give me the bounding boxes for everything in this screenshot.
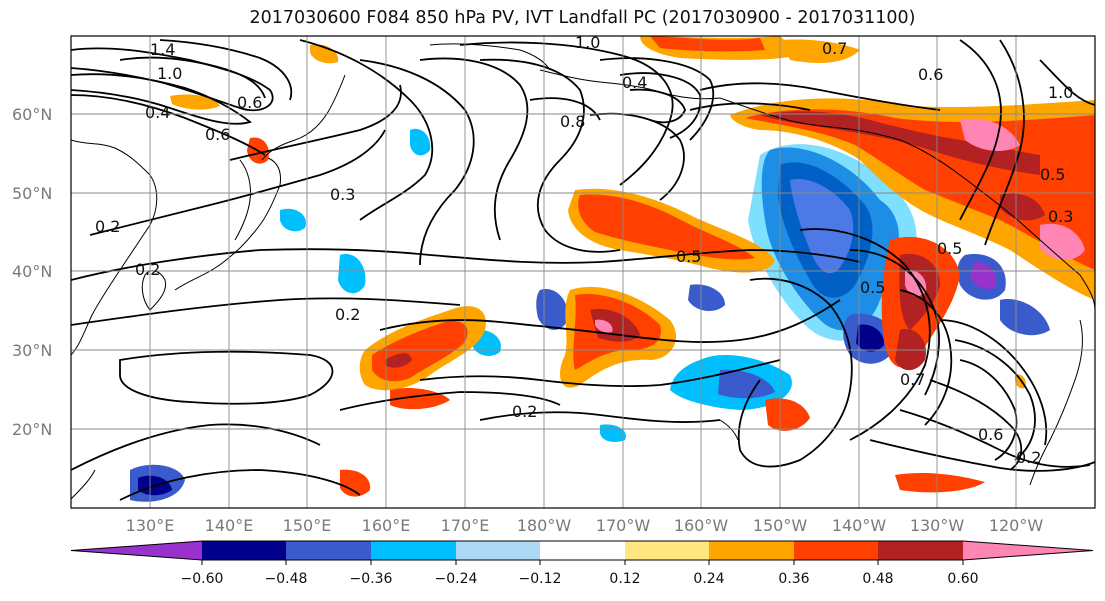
contour-label: 0.8 bbox=[560, 112, 585, 131]
colorbar-label: −0.60 bbox=[181, 571, 224, 587]
contour-label: 0.2 bbox=[135, 260, 160, 279]
colorbar-segments bbox=[70, 540, 1094, 561]
gridlines bbox=[71, 36, 1095, 508]
colorbar-ticks bbox=[201, 560, 964, 565]
colorbar-labels: −0.60 −0.48 −0.36 −0.24 −0.12 0.12 0.24 … bbox=[181, 571, 979, 587]
contour-label: 0.2 bbox=[95, 217, 120, 236]
lat-label: 60°N bbox=[12, 105, 52, 124]
lat-label: 20°N bbox=[12, 420, 52, 439]
colorbar-label: 0.36 bbox=[778, 571, 809, 587]
lon-label: 160°E bbox=[362, 516, 411, 535]
contour-label: 0.6 bbox=[237, 93, 262, 112]
colorbar-segment bbox=[456, 541, 540, 560]
lat-label: 40°N bbox=[12, 262, 52, 281]
colorbar-label: 0.24 bbox=[693, 571, 724, 587]
contour-label: 0.6 bbox=[918, 65, 943, 84]
lon-label: 160°W bbox=[674, 516, 729, 535]
lon-label: 170°W bbox=[596, 516, 651, 535]
colorbar-label: −0.24 bbox=[435, 571, 478, 587]
contour-label: 0.2 bbox=[1016, 448, 1041, 467]
lon-label: 140°W bbox=[832, 516, 887, 535]
contour-label: 0.6 bbox=[205, 125, 230, 144]
contour-labels: 1.4 1.0 1.0 0.6 0.4 0.6 0.3 0.2 0.2 0.2 … bbox=[95, 33, 1073, 467]
lon-label: 120°W bbox=[989, 516, 1044, 535]
lon-label: 130°W bbox=[910, 516, 965, 535]
map-content: 1.4 1.0 1.0 0.6 0.4 0.6 0.3 0.2 0.2 0.2 … bbox=[71, 33, 1095, 508]
colorbar-segment bbox=[878, 541, 963, 560]
contour-label: 0.7 bbox=[822, 39, 847, 58]
colorbar-label: −0.12 bbox=[519, 571, 562, 587]
contour-label: 0.5 bbox=[937, 239, 962, 258]
contour-label: 0.4 bbox=[622, 73, 647, 92]
contour-label: 0.3 bbox=[330, 185, 355, 204]
contour-label: 0.5 bbox=[860, 278, 885, 297]
lat-labels: 60°N 50°N 40°N 30°N 20°N bbox=[12, 105, 52, 439]
colorbar-label: 0.48 bbox=[862, 571, 893, 587]
colorbar-segment bbox=[286, 541, 371, 560]
lon-label: 180°W bbox=[517, 516, 572, 535]
contour-label: 0.5 bbox=[676, 247, 701, 266]
contour-label: 0.3 bbox=[1048, 207, 1073, 226]
colorbar-label: 0.12 bbox=[609, 571, 640, 587]
colorbar-label: −0.36 bbox=[350, 571, 393, 587]
contour-label: 1.0 bbox=[157, 64, 182, 83]
colorbar-segment bbox=[371, 541, 456, 560]
colorbar: −0.60 −0.48 −0.36 −0.24 −0.12 0.12 0.24 … bbox=[70, 540, 1094, 587]
colorbar-segment bbox=[540, 541, 625, 560]
contour-label: 1.0 bbox=[1048, 83, 1073, 102]
colorbar-segment bbox=[625, 541, 709, 560]
lat-label: 30°N bbox=[12, 341, 52, 360]
lat-label: 50°N bbox=[12, 184, 52, 203]
contour-label: 0.7 bbox=[900, 370, 925, 389]
contour-label: 0.5 bbox=[1040, 165, 1065, 184]
lon-label: 140°E bbox=[205, 516, 254, 535]
lon-label: 150°W bbox=[753, 516, 808, 535]
contour-label: 1.4 bbox=[150, 40, 175, 59]
contour-label: 0.2 bbox=[512, 402, 537, 421]
colorbar-segment bbox=[202, 541, 286, 560]
colorbar-segment bbox=[963, 541, 1093, 560]
lon-label: 170°E bbox=[441, 516, 490, 535]
lon-label: 130°E bbox=[126, 516, 175, 535]
colorbar-segment bbox=[794, 541, 878, 560]
lon-label: 150°E bbox=[283, 516, 332, 535]
lon-labels: 130°E 140°E 150°E 160°E 170°E 180°W 170°… bbox=[126, 516, 1044, 535]
contour-label: 0.6 bbox=[978, 425, 1003, 444]
map-title: 2017030600 F084 850 hPa PV, IVT Landfall… bbox=[249, 8, 916, 28]
colorbar-label: 0.60 bbox=[947, 571, 978, 587]
contour-label: 1.0 bbox=[575, 33, 600, 52]
contour-label: 0.4 bbox=[145, 103, 170, 122]
contour-label: 0.2 bbox=[335, 305, 360, 324]
colorbar-segment bbox=[709, 541, 794, 560]
map-frame bbox=[70, 35, 1096, 509]
colorbar-segment bbox=[71, 541, 202, 560]
colorbar-label: −0.48 bbox=[265, 571, 308, 587]
